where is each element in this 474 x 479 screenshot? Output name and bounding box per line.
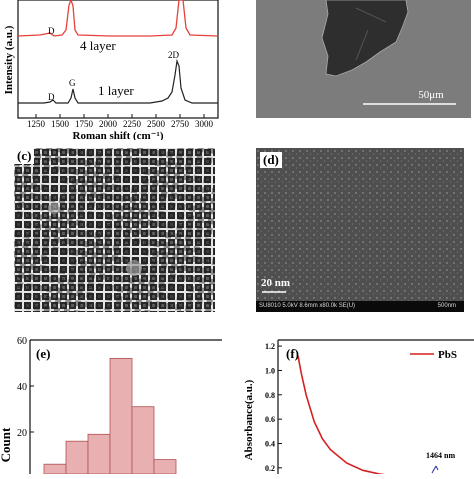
histogram-bar xyxy=(109,357,133,475)
histogram-bar xyxy=(87,433,111,475)
x-tick-label: 1500 xyxy=(51,119,70,129)
y-tick-label: 0.2 xyxy=(265,464,275,473)
peak-label-d-bottom: D xyxy=(48,92,55,102)
sem-info-text: SU8010 5.0kV 8.6mm x80.0k SE(U) xyxy=(259,303,356,309)
panel-e-histogram: 20 40 60 Count (e) xyxy=(0,330,222,475)
legend-1-layer: 1 layer xyxy=(98,83,134,98)
y-axis-label: Intensity (a.u.) xyxy=(3,25,15,94)
plot-frame xyxy=(17,0,219,119)
y-tick-label: 0.8 xyxy=(265,391,275,400)
scale-bar-label: 20 nm xyxy=(261,277,290,289)
y-tick-label: 60 xyxy=(17,336,27,347)
x-tick-marks xyxy=(35,114,205,118)
peak-label-g: G xyxy=(69,78,76,88)
x-tick-label: 2500 xyxy=(147,119,166,129)
film-surface-image: 20 nm xyxy=(256,148,464,312)
histogram-bar xyxy=(153,459,177,475)
x-tick-labels: 1250 1500 1750 2000 2250 2500 2750 3000 xyxy=(27,119,214,129)
peak-label-2d: 2D xyxy=(168,50,180,60)
sem-info-bar: SU8010 5.0kV 8.6mm x80.0k SE(U) 500nm xyxy=(256,301,464,312)
histogram-plot: 20 40 60 Count (e) xyxy=(0,336,222,475)
y-ticks: 0.2 0.4 0.6 0.8 1.0 1.2 xyxy=(265,342,282,473)
y-tick-label: 40 xyxy=(17,382,27,393)
x-tick-label: 2250 xyxy=(123,119,142,129)
annotation-text: 1464 nm xyxy=(426,451,455,460)
peak-label-d-top: D xyxy=(48,26,55,36)
y-tick-label: 1.2 xyxy=(265,342,275,351)
y-tick-label: 0.4 xyxy=(265,439,275,448)
histogram-bar xyxy=(43,463,67,475)
x-tick-label: 1250 xyxy=(27,119,46,129)
nanocube-array-image xyxy=(14,148,215,312)
panel-c-tem-image: (c) xyxy=(14,148,215,312)
sem-scale-text: 500nm xyxy=(437,303,456,309)
trace-4-layer xyxy=(17,0,219,37)
raman-plot: 1250 1500 1750 2000 2250 2500 2750 3000 … xyxy=(3,0,219,142)
histogram-bar xyxy=(131,406,155,475)
graphene-flake-image: 50μm xyxy=(321,0,456,105)
panel-f-absorbance-chart: 0.2 0.4 0.6 0.8 1.0 1.2 Absorbance(a.u.) (f) … xyxy=(240,330,474,479)
y-tick-label: 20 xyxy=(17,428,27,439)
panel-c-label: (c) xyxy=(14,148,35,164)
x-axis-label: Roman shift (cm⁻¹) xyxy=(73,130,164,140)
panel-f-label: (f) xyxy=(286,346,299,361)
panel-b-sem-image: 50μm xyxy=(256,0,471,118)
y-axis-label: Absorbance(a.u.) xyxy=(243,379,255,460)
legend-label: PbS xyxy=(438,349,457,361)
panel-e-label: (e) xyxy=(36,346,50,361)
x-tick-label: 1750 xyxy=(75,119,94,129)
x-tick-label: 3000 xyxy=(195,119,214,129)
y-tick-label: 1.0 xyxy=(265,366,275,375)
panel-d-label: (d) xyxy=(260,152,282,168)
y-ticks: 20 40 60 xyxy=(17,336,34,439)
x-tick-label: 2750 xyxy=(171,119,190,129)
scale-bar-label: 50μm xyxy=(418,89,444,101)
histogram-bar xyxy=(65,440,89,475)
annotation-arrow xyxy=(431,465,439,474)
panel-d-sem-image: 20 nm (d) SU8010 5.0kV 8.6mm x80.0k SE(U… xyxy=(256,148,464,312)
y-tick-label: 0.6 xyxy=(265,415,275,424)
legend-4-layer: 4 layer xyxy=(80,38,116,53)
histogram-bars xyxy=(43,357,177,475)
x-tick-label: 2000 xyxy=(99,119,118,129)
trace-1-layer xyxy=(18,58,218,104)
y-axis-label: Count xyxy=(0,427,13,462)
panel-a-raman-chart: 1250 1500 1750 2000 2250 2500 2750 3000 … xyxy=(0,0,222,142)
absorbance-plot: 0.20.40.60.81.01.2 Absorbance(a.u.) (f) … xyxy=(243,339,474,479)
